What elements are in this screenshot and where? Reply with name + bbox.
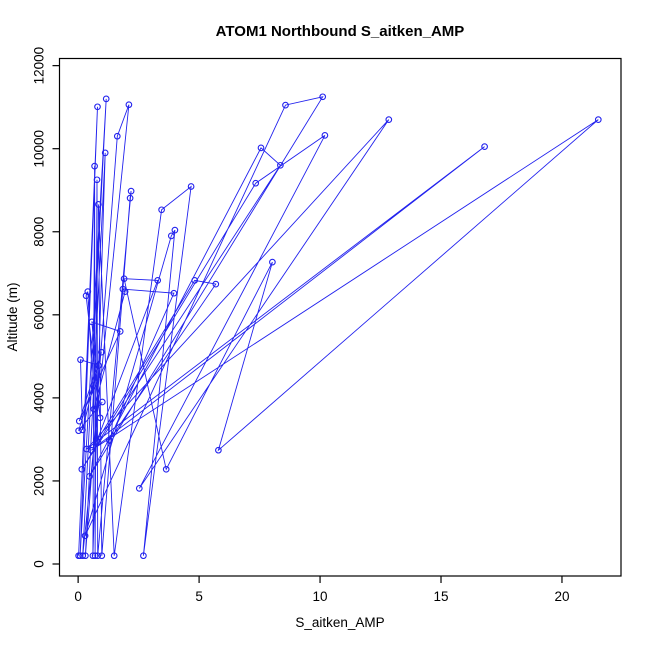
data-point bbox=[121, 288, 129, 295]
data-point bbox=[79, 552, 87, 560]
y-tick-label: 0 bbox=[32, 560, 47, 568]
data-point bbox=[88, 446, 95, 454]
data-point bbox=[127, 187, 135, 195]
data-point bbox=[95, 201, 102, 208]
data-point bbox=[93, 437, 101, 445]
data-point bbox=[191, 277, 199, 284]
x-tick-label: 10 bbox=[313, 589, 328, 604]
x-tick-label: 0 bbox=[74, 589, 82, 604]
data-point bbox=[481, 143, 488, 150]
data-point bbox=[96, 414, 104, 422]
data-point bbox=[101, 149, 109, 157]
data-point bbox=[171, 226, 179, 234]
data-point bbox=[135, 485, 143, 492]
data-point bbox=[212, 280, 220, 288]
data-point bbox=[120, 275, 128, 283]
data-point bbox=[269, 258, 276, 266]
data-point bbox=[98, 348, 105, 356]
data-point bbox=[79, 426, 86, 434]
data-point bbox=[319, 93, 327, 101]
axis-tick-labels: 0 5 10 15 20 0 2000 4000 6000 8000 10000 12000 bbox=[31, 47, 569, 604]
data-point bbox=[88, 318, 96, 326]
x-tick-label: 20 bbox=[554, 589, 569, 604]
data-point bbox=[282, 101, 289, 109]
plot-box bbox=[58, 57, 622, 577]
data-point bbox=[102, 95, 110, 103]
data-point bbox=[77, 356, 84, 364]
y-tick-label: 6000 bbox=[32, 300, 47, 330]
data-point bbox=[158, 206, 165, 214]
data-point bbox=[81, 532, 89, 540]
data-point bbox=[86, 473, 93, 480]
data-point bbox=[93, 176, 101, 184]
data-point bbox=[167, 232, 175, 240]
data-point bbox=[82, 552, 89, 560]
y-tick-label: 10000 bbox=[32, 130, 47, 168]
y-axis-label: Altitude (m) bbox=[5, 282, 20, 351]
data-series bbox=[75, 93, 602, 560]
y-tick-label: 8000 bbox=[31, 217, 46, 247]
data-point bbox=[84, 288, 92, 295]
y-tick-label: 12000 bbox=[32, 47, 47, 85]
data-point bbox=[321, 132, 329, 139]
data-point bbox=[105, 436, 113, 444]
data-point bbox=[90, 405, 98, 413]
data-point bbox=[162, 465, 170, 473]
y-tick-label: 4000 bbox=[32, 383, 47, 413]
axis-ticks bbox=[52, 65, 563, 583]
data-point bbox=[91, 162, 98, 170]
data-point bbox=[110, 552, 118, 560]
x-axis-label: S_aitken_AMP bbox=[295, 615, 384, 630]
data-point bbox=[277, 161, 284, 169]
x-tick-label: 5 bbox=[195, 589, 203, 604]
data-point bbox=[187, 183, 195, 190]
y-tick-label: 2000 bbox=[32, 466, 47, 496]
data-point bbox=[126, 194, 134, 202]
data-point bbox=[170, 289, 178, 297]
data-point bbox=[94, 103, 101, 111]
data-point bbox=[94, 552, 102, 560]
data-point bbox=[89, 552, 97, 560]
data-point bbox=[75, 427, 82, 435]
data-point bbox=[78, 465, 86, 473]
data-point bbox=[98, 398, 106, 406]
data-point bbox=[116, 328, 124, 335]
data-point bbox=[140, 552, 147, 560]
data-point bbox=[75, 417, 83, 425]
data-point bbox=[154, 277, 162, 284]
series-line bbox=[78, 96, 599, 556]
chart-title: ATOM1 Northbound S_aitken_AMP bbox=[216, 23, 465, 40]
data-point bbox=[82, 292, 90, 300]
x-tick-label: 15 bbox=[433, 589, 448, 604]
data-point bbox=[215, 446, 222, 454]
data-point bbox=[113, 132, 121, 140]
data-point bbox=[91, 552, 99, 560]
data-point bbox=[252, 179, 260, 187]
data-point bbox=[98, 552, 106, 560]
data-point bbox=[257, 144, 265, 152]
data-point bbox=[83, 445, 90, 453]
data-point bbox=[125, 101, 133, 109]
data-point bbox=[385, 116, 393, 123]
data-point bbox=[594, 116, 602, 123]
data-point bbox=[95, 362, 103, 369]
